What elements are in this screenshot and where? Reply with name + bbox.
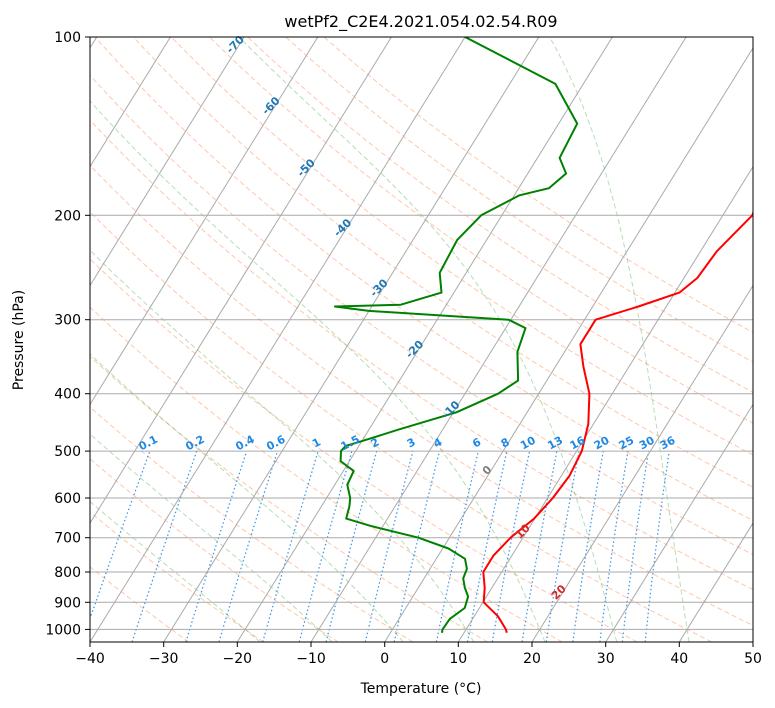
x-tick-label: −20 bbox=[223, 651, 253, 667]
mixing-ratio-line bbox=[218, 450, 279, 642]
dry-adiabat bbox=[132, 37, 753, 488]
x-tick-label: 10 bbox=[449, 651, 467, 667]
x-tick-label: 20 bbox=[523, 651, 541, 667]
isotherm-line bbox=[90, 37, 392, 525]
mixing-ratio-label: 25 bbox=[617, 434, 637, 453]
isotherm-line bbox=[90, 37, 171, 168]
mixing-ratio-label: 13 bbox=[545, 434, 565, 453]
mixing-ratio-line bbox=[644, 451, 670, 642]
y-tick-label: 700 bbox=[54, 531, 81, 547]
mixing-ratio-line bbox=[435, 450, 479, 642]
dry-adiabat bbox=[323, 37, 753, 334]
chart-title: wetPf2_C2E4.2021.054.02.54.R09 bbox=[284, 12, 557, 32]
isotherm-line bbox=[678, 522, 753, 642]
x-tick-label: 0 bbox=[380, 651, 389, 667]
isotherm-line bbox=[605, 403, 753, 642]
y-axis-ticks: 100 200 300 400 500 600 700 800 900 1000 bbox=[45, 30, 90, 638]
mixing-ratio-line bbox=[185, 450, 248, 642]
moist-adiabat bbox=[90, 249, 475, 642]
x-axis-ticks: −40 −30 −20 −10 0 10 20 30 40 50 bbox=[75, 642, 762, 667]
y-tick-label: 500 bbox=[54, 444, 81, 460]
isotherm-line bbox=[90, 37, 245, 287]
temperature-line bbox=[482, 210, 753, 634]
isotherm-line bbox=[531, 284, 753, 642]
dewpoint-line bbox=[333, 37, 579, 633]
mixing-ratio-label: 10 bbox=[518, 434, 538, 453]
dry-adiabat bbox=[90, 306, 563, 642]
y-tick-label: 100 bbox=[54, 30, 81, 46]
mixing-ratio-label: 16 bbox=[568, 434, 588, 453]
dry-adiabat bbox=[90, 211, 712, 642]
y-axis-label: Pressure (hPa) bbox=[11, 290, 27, 390]
x-axis-label: Temperature (°C) bbox=[360, 681, 482, 697]
isotherm-line bbox=[457, 165, 753, 642]
mixing-ratio-line bbox=[621, 451, 650, 642]
plot-frame bbox=[89, 36, 754, 643]
isotherm-line bbox=[310, 37, 687, 642]
x-tick-label: 30 bbox=[597, 651, 615, 667]
mixing-ratio-line bbox=[364, 450, 414, 642]
isotherm-line bbox=[163, 37, 540, 642]
mixing-ratio-line bbox=[90, 450, 151, 621]
dry-adiabat bbox=[90, 258, 638, 642]
y-tick-label: 800 bbox=[54, 565, 81, 581]
moist-adiabat bbox=[90, 500, 261, 642]
dry-adiabat bbox=[94, 37, 753, 522]
dry-adiabat bbox=[171, 37, 753, 456]
isotherm-line bbox=[90, 37, 319, 406]
isotherm-line bbox=[236, 37, 613, 642]
isotherm-line bbox=[90, 37, 466, 642]
y-tick-label: 200 bbox=[54, 208, 81, 224]
x-tick-label: 50 bbox=[744, 651, 762, 667]
mixing-ratio-line bbox=[325, 450, 378, 642]
isotherm-line bbox=[384, 47, 753, 642]
dry-adiabat bbox=[90, 164, 753, 627]
mixing-ratio-line bbox=[131, 450, 198, 642]
dry-adiabat bbox=[90, 119, 753, 591]
moist-adiabat bbox=[549, 37, 690, 642]
series-group bbox=[333, 37, 753, 634]
mixing-ratio-label: 20 bbox=[592, 434, 612, 453]
moist-adiabat bbox=[90, 353, 404, 642]
x-tick-label: −30 bbox=[149, 651, 179, 667]
x-tick-label: 40 bbox=[670, 651, 688, 667]
mixing-ratio-line bbox=[599, 450, 629, 642]
x-tick-label: −40 bbox=[75, 651, 105, 667]
dry-adiabat bbox=[90, 511, 264, 642]
y-tick-label: 1000 bbox=[45, 622, 81, 638]
y-tick-label: 400 bbox=[54, 387, 81, 403]
mixing-ratio-line bbox=[262, 450, 319, 642]
y-tick-label: 300 bbox=[54, 313, 81, 329]
mixing-ratio-label: 30 bbox=[637, 434, 657, 453]
x-tick-label: −10 bbox=[296, 651, 326, 667]
mixing-ratio-label: 36 bbox=[658, 434, 678, 453]
dry-adiabat bbox=[285, 37, 753, 363]
y-tick-label: 600 bbox=[54, 491, 81, 507]
mixing-ratio-line bbox=[298, 450, 353, 642]
mixing-ratio-line bbox=[572, 450, 604, 642]
dry-adiabat bbox=[90, 458, 339, 642]
dry-adiabat bbox=[90, 355, 488, 642]
y-tick-label: 900 bbox=[54, 595, 81, 611]
grid bbox=[90, 37, 753, 642]
